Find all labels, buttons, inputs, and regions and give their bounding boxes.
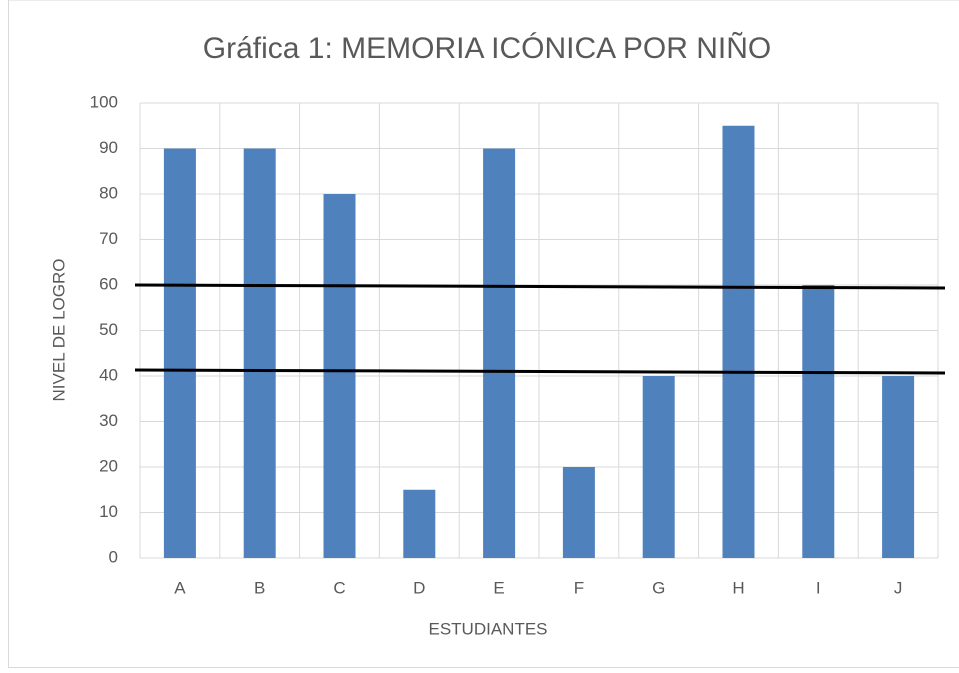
- y-tick-label: 50: [99, 320, 118, 339]
- y-tick-label: 60: [99, 274, 118, 293]
- bar: [562, 467, 595, 558]
- bar: [483, 148, 516, 558]
- x-tick-label: I: [816, 578, 821, 597]
- bar: [323, 194, 356, 558]
- y-tick-label: 80: [99, 183, 118, 202]
- bar: [882, 376, 915, 558]
- x-tick-label: J: [894, 578, 903, 597]
- y-tick-label: 100: [90, 92, 118, 111]
- bar: [722, 125, 755, 558]
- x-tick-label: F: [574, 578, 584, 597]
- x-axis-title: ESTUDIANTES: [428, 619, 547, 638]
- x-tick-label: A: [174, 578, 186, 597]
- y-tick-label: 20: [99, 456, 118, 475]
- hand-drawn-line: [134, 368, 946, 375]
- x-tick-label: H: [732, 578, 744, 597]
- x-tick-label: D: [413, 578, 425, 597]
- hand-drawn-line: [134, 283, 946, 290]
- y-tick-label: 40: [99, 365, 118, 384]
- bar: [642, 376, 675, 558]
- bar: [802, 285, 835, 558]
- bar: [243, 148, 276, 558]
- x-tick-label: G: [652, 578, 665, 597]
- y-tick-label: 0: [109, 547, 118, 566]
- x-tick-label: E: [493, 578, 504, 597]
- bar: [403, 489, 436, 558]
- y-axis-title: NIVEL DE LOGRO: [49, 259, 68, 402]
- plot-area: 0 10 20 30 40 50 60 70 80 90 100 A B C D E F G H I J: [90, 92, 939, 597]
- x-tick-label: C: [333, 578, 345, 597]
- y-tick-label: 90: [99, 138, 118, 157]
- y-tick-label: 70: [99, 229, 118, 248]
- y-tick-label: 30: [99, 411, 118, 430]
- chart-title: Gráfica 1: MEMORIA ICÓNICA POR NIÑO: [203, 31, 771, 65]
- bar: [163, 148, 196, 558]
- y-tick-label: 10: [99, 502, 118, 521]
- x-tick-label: B: [254, 578, 265, 597]
